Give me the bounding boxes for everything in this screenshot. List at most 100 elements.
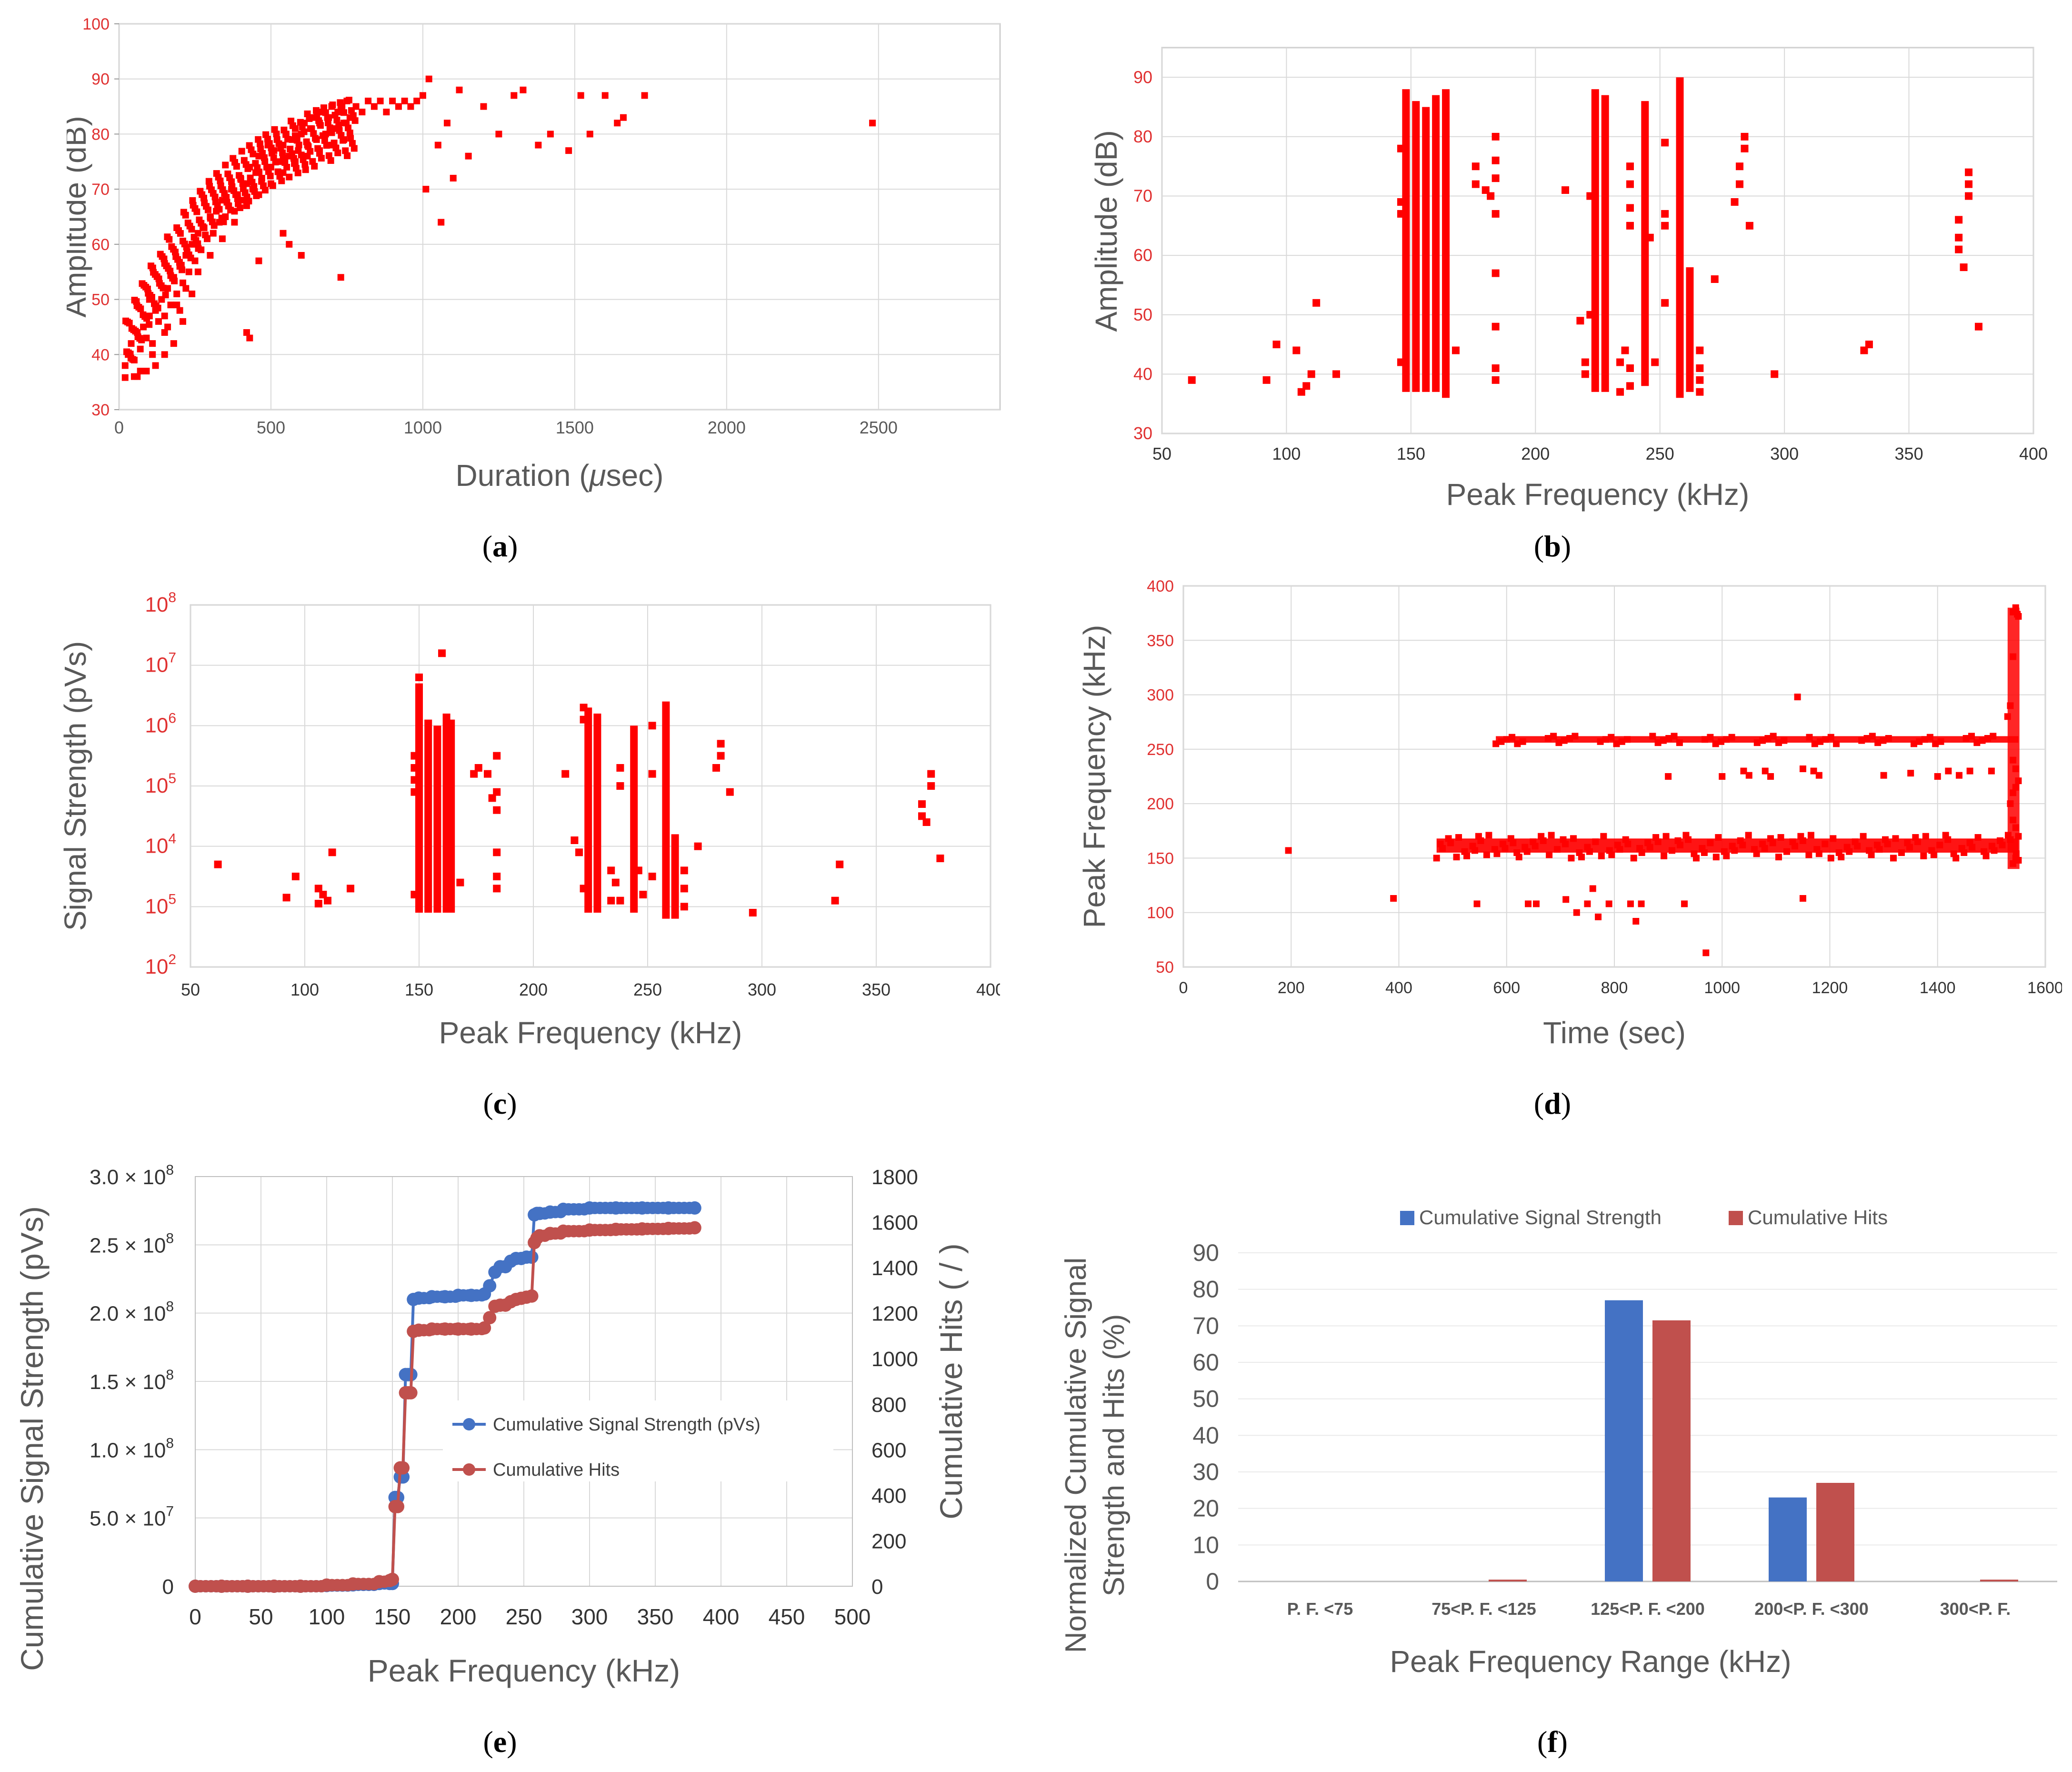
data-point (1723, 736, 1730, 743)
x-tick-label: 100 (309, 1604, 345, 1629)
data-point (1600, 833, 1607, 840)
y-right-tick-label: 1800 (871, 1166, 918, 1189)
x-tick-label: 350 (1895, 444, 1923, 463)
data-point (575, 848, 583, 856)
y-tick-label: 0 (1206, 1568, 1219, 1595)
data-point (1945, 767, 1952, 775)
data-point (231, 219, 238, 226)
y-tick-label: 108 (145, 591, 176, 616)
data-point (620, 114, 627, 121)
data-point (251, 188, 258, 195)
data-point (1626, 222, 1634, 230)
data-point (869, 120, 876, 127)
data-point (324, 119, 331, 126)
data-point (337, 99, 344, 106)
data-point (325, 152, 332, 159)
data-point (1989, 843, 1996, 850)
data-point (280, 230, 287, 237)
data-point (565, 147, 572, 154)
data-point (1866, 847, 1873, 854)
y-tick-exp: 5 (168, 891, 176, 907)
data-point (616, 764, 624, 772)
data-point (1492, 740, 1500, 747)
data-point (1874, 739, 1882, 746)
caption-e: (e) (483, 1725, 517, 1759)
data-point (1608, 734, 1615, 741)
data-column (1402, 89, 1410, 392)
x-tick-label: 150 (405, 980, 433, 999)
data-column (1686, 267, 1694, 392)
data-point (137, 368, 144, 374)
data-point (128, 340, 135, 347)
data-point (182, 285, 190, 292)
data-point (1651, 358, 1659, 366)
data-point (1910, 740, 1917, 747)
data-point (1555, 739, 1562, 746)
data-point (1397, 198, 1405, 206)
y-tick-label: 40 (1192, 1422, 1219, 1449)
data-point (190, 201, 197, 209)
data-point (179, 318, 186, 325)
data-point (1562, 896, 1570, 903)
data-point (320, 104, 327, 111)
data-point (252, 160, 259, 167)
data-point (1712, 740, 1719, 747)
data-point (1397, 210, 1405, 218)
data-point (1712, 854, 1720, 861)
data-point (1433, 855, 1440, 862)
data-point (1794, 694, 1801, 701)
x-tick-label: 400 (703, 1604, 740, 1629)
data-point (1661, 139, 1669, 147)
data-point (1491, 174, 1500, 182)
data-point (168, 243, 175, 250)
legend-label: Cumulative Signal Strength (pVs) (493, 1415, 761, 1435)
y-right-tick-label: 800 (871, 1393, 906, 1417)
data-point (1297, 388, 1305, 396)
data-point (607, 866, 615, 875)
data-point (190, 233, 198, 241)
data-point (1469, 843, 1476, 850)
data-point (1586, 311, 1594, 319)
y-axis-label-line2: Strength and Hits (%) (1098, 1314, 1131, 1597)
data-point (1789, 838, 1796, 846)
data-point (1892, 835, 1899, 842)
y-axis-label: Amplitude (dB) (1089, 130, 1123, 332)
data-point (183, 248, 190, 255)
data-point (274, 168, 281, 175)
data-point (1860, 346, 1868, 354)
data-point (140, 311, 147, 318)
data-point (121, 362, 129, 369)
data-point (206, 182, 213, 190)
data-point (173, 302, 180, 309)
data-point (1491, 364, 1500, 372)
data-point (395, 103, 402, 110)
data-point (328, 848, 336, 856)
data-point (304, 110, 311, 117)
x-tick-label: 0 (189, 1604, 201, 1629)
data-point (1507, 835, 1514, 842)
x-tick-label: 450 (769, 1604, 805, 1629)
series-marker-0 (475, 1289, 488, 1302)
data-point (1696, 376, 1704, 384)
data-point (1960, 263, 1968, 272)
data-point (1781, 737, 1788, 744)
data-point (319, 891, 327, 898)
data-column (424, 719, 432, 913)
x-tick-label: 250 (1646, 444, 1674, 463)
y-right-tick-label: 400 (871, 1484, 906, 1508)
series-marker-1 (525, 1289, 539, 1303)
data-point (1562, 186, 1570, 194)
data-point (1767, 835, 1774, 842)
data-point (1646, 233, 1654, 242)
data-point (207, 252, 214, 259)
data-point (389, 98, 396, 104)
data-point (121, 374, 129, 381)
data-point (1833, 740, 1840, 747)
caption-c: (c) (483, 1087, 517, 1120)
data-point (749, 909, 757, 916)
data-point (1487, 192, 1495, 200)
data-column (593, 714, 601, 913)
data-point (330, 140, 338, 147)
data-point (1717, 738, 1724, 745)
data-point (1550, 733, 1557, 740)
